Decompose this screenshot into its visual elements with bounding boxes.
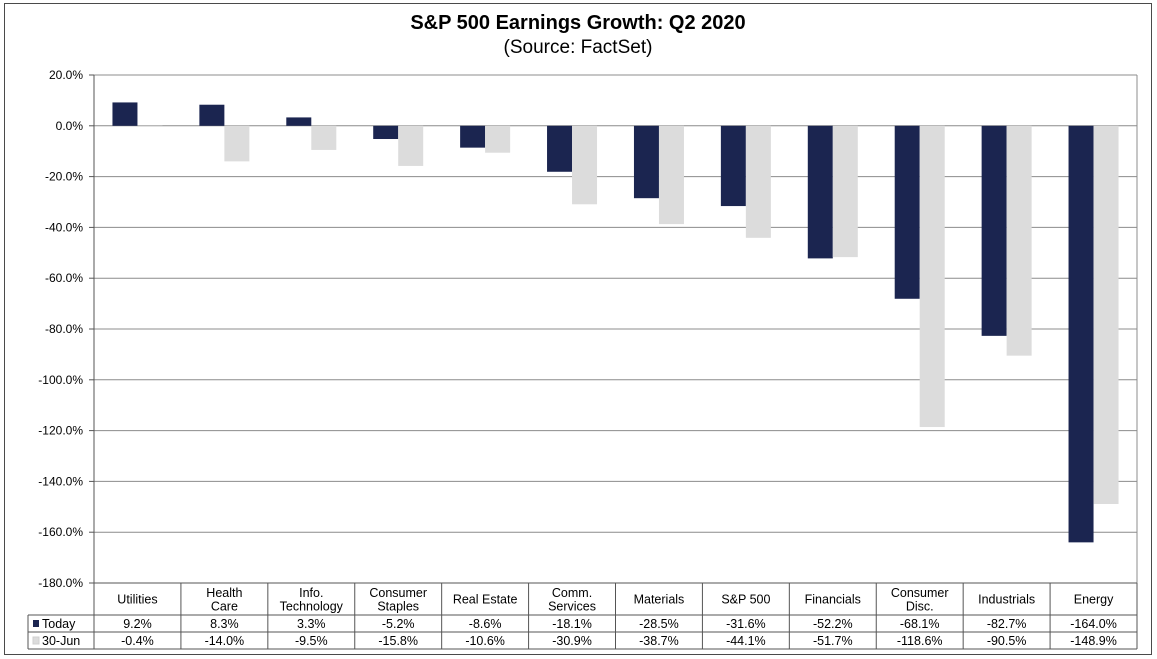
bar-today — [199, 104, 225, 126]
data-label: -0.4% — [121, 634, 154, 648]
bar-30-jun — [1093, 125, 1119, 505]
data-label: -31.6% — [726, 617, 766, 631]
data-label: -164.0% — [1070, 617, 1117, 631]
y-tick-label: -40.0% — [45, 220, 83, 234]
y-tick-label: -60.0% — [45, 271, 83, 285]
y-axis: 20.0% 0.0% -20.0% -40.0% -60.0% -80.0% -100.0%… — [38, 68, 95, 590]
bar-today — [807, 125, 833, 259]
data-label: -90.5% — [987, 634, 1027, 648]
bar-30-jun — [745, 125, 771, 238]
bars — [112, 102, 1119, 543]
y-tick-label: -20.0% — [45, 170, 83, 184]
category-label: Disc. — [906, 599, 934, 613]
y-tick-label: 0.0% — [56, 119, 84, 133]
data-label: -82.7% — [987, 617, 1027, 631]
data-label: -68.1% — [900, 617, 940, 631]
bar-today — [460, 125, 486, 148]
category-label: Info. — [299, 586, 323, 600]
bar-30-jun — [224, 125, 250, 162]
category-label: Consumer — [891, 586, 949, 600]
category-label: Comm. — [552, 586, 592, 600]
bar-today — [547, 125, 573, 172]
data-label: -8.6% — [469, 617, 502, 631]
category-label: Financials — [805, 593, 861, 607]
bar-30-jun — [658, 125, 684, 225]
y-tick-label: -140.0% — [38, 474, 83, 488]
category-label: Consumer — [369, 586, 427, 600]
data-label: -5.2% — [382, 617, 415, 631]
bar-today — [720, 125, 746, 207]
data-label: -14.0% — [205, 634, 245, 648]
bar-30-jun — [1006, 125, 1032, 356]
bar-30-jun — [919, 125, 945, 428]
legend-label: Today — [42, 617, 76, 631]
bar-30-jun — [311, 125, 337, 150]
data-label: -118.6% — [897, 634, 943, 648]
data-label: 9.2% — [123, 617, 152, 631]
bar-today — [894, 125, 920, 299]
gridlines — [94, 74, 1138, 584]
bar-30-jun — [572, 125, 598, 205]
bar-30-jun — [485, 125, 511, 153]
chart-title: S&P 500 Earnings Growth: Q2 2020 — [410, 12, 745, 34]
y-tick-label: -180.0% — [38, 576, 83, 590]
bar-today — [1068, 125, 1094, 543]
legend-key-30-jun — [32, 636, 40, 645]
category-label: Care — [211, 599, 238, 613]
category-label: Industrials — [978, 593, 1035, 607]
legend-key-today — [33, 620, 39, 627]
bar-30-jun — [832, 125, 858, 258]
data-label: 3.3% — [297, 617, 326, 631]
data-label: 8.3% — [210, 617, 239, 631]
bar-today — [981, 125, 1007, 336]
data-label: -9.5% — [295, 634, 328, 648]
category-label: Services — [548, 599, 596, 613]
data-label: -38.7% — [639, 634, 679, 648]
bar-30-jun — [398, 125, 424, 166]
data-label: -15.8% — [378, 634, 418, 648]
bar-today — [286, 117, 312, 126]
y-tick-label: -160.0% — [38, 525, 83, 539]
data-label: -148.9% — [1070, 634, 1117, 648]
bar-today — [373, 125, 399, 140]
category-label: S&P 500 — [721, 593, 770, 607]
data-label: -30.9% — [552, 634, 592, 648]
bar-today — [112, 102, 138, 126]
category-label: Staples — [377, 599, 419, 613]
y-tick-label: -100.0% — [38, 373, 83, 387]
category-label: Materials — [634, 593, 685, 607]
data-label: -28.5% — [639, 617, 679, 631]
category-label: Energy — [1074, 593, 1114, 607]
data-label: -44.1% — [726, 634, 766, 648]
legend-label: 30-Jun — [42, 634, 80, 648]
data-label: -52.2% — [813, 617, 853, 631]
bar-30-jun — [137, 125, 163, 127]
category-label: Utilities — [117, 593, 157, 607]
y-tick-label: 20.0% — [49, 68, 83, 82]
bar-today — [633, 125, 659, 199]
y-tick-label: -120.0% — [38, 424, 83, 438]
category-label: Technology — [280, 599, 344, 613]
data-label: -18.1% — [552, 617, 592, 631]
category-label: Real Estate — [453, 593, 518, 607]
chart-subtitle: (Source: FactSet) — [504, 37, 653, 58]
category-label: Health — [206, 586, 242, 600]
data-label: -10.6% — [465, 634, 505, 648]
y-tick-label: -80.0% — [45, 322, 83, 336]
data-label: -51.7% — [813, 634, 853, 648]
